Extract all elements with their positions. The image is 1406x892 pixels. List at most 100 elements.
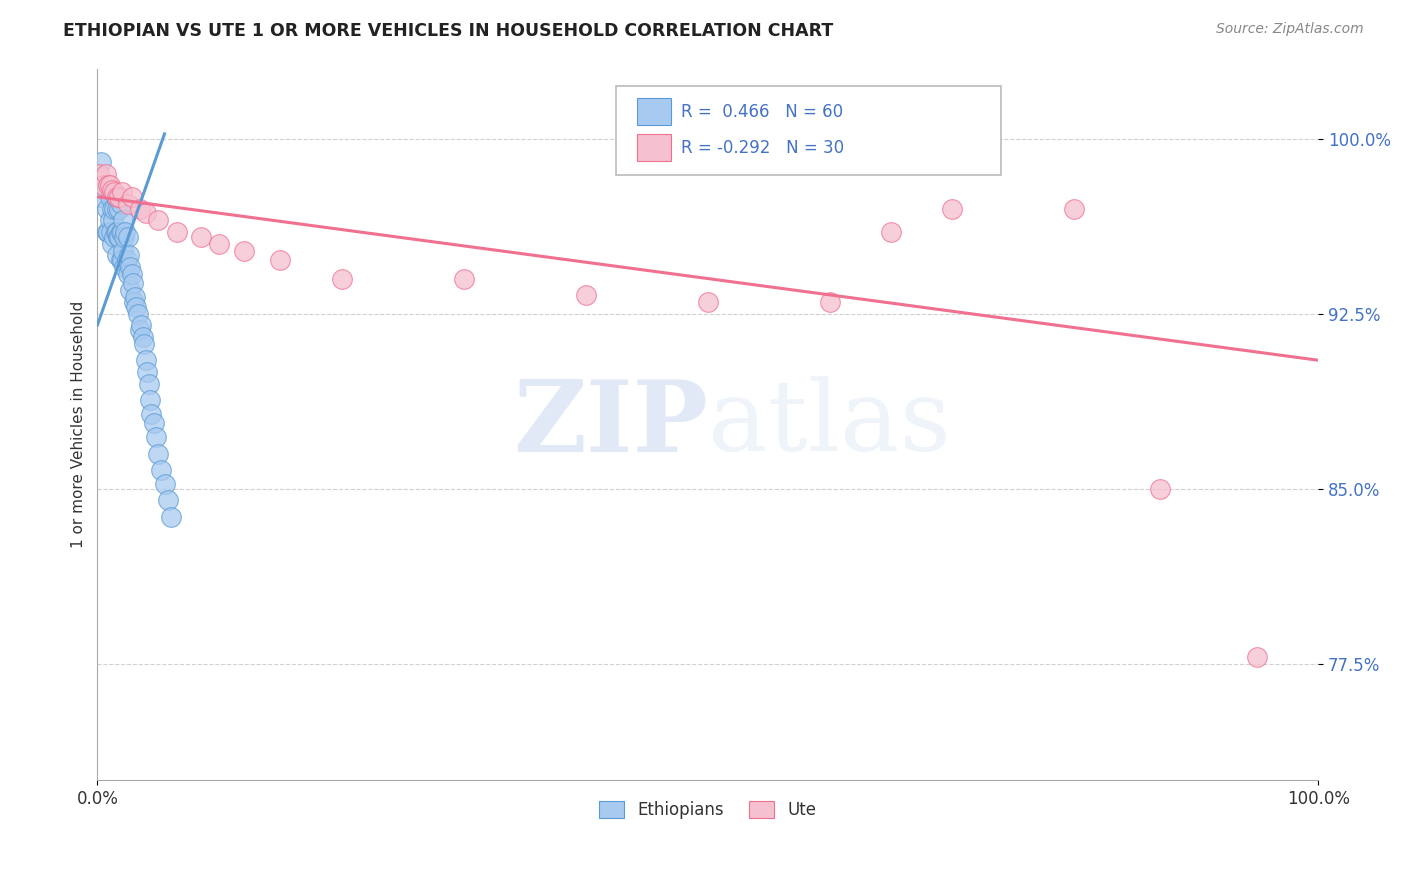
Point <box>122 294 145 309</box>
Point <box>111 252 134 267</box>
Point <box>96 202 118 216</box>
Point <box>1149 482 1171 496</box>
Point <box>98 178 121 193</box>
Point <box>153 477 176 491</box>
Point <box>131 318 153 333</box>
Point <box>111 225 134 239</box>
Point <box>115 252 138 267</box>
Point <box>97 178 120 193</box>
Point <box>100 225 122 239</box>
Point <box>208 236 231 251</box>
Point <box>114 225 136 239</box>
Point <box>101 183 124 197</box>
Text: ETHIOPIAN VS UTE 1 OR MORE VEHICLES IN HOUSEHOLD CORRELATION CHART: ETHIOPIAN VS UTE 1 OR MORE VEHICLES IN H… <box>63 22 834 40</box>
Point <box>103 202 125 216</box>
Point <box>97 225 120 239</box>
Text: Source: ZipAtlas.com: Source: ZipAtlas.com <box>1216 22 1364 37</box>
Point <box>124 290 146 304</box>
Legend: Ethiopians, Ute: Ethiopians, Ute <box>592 794 823 825</box>
Point <box>111 213 134 227</box>
Point <box>880 225 903 239</box>
Point <box>1063 202 1085 216</box>
Point <box>117 197 139 211</box>
Point <box>696 294 718 309</box>
Point <box>108 229 131 244</box>
Point <box>96 225 118 239</box>
Point <box>118 248 141 262</box>
Point <box>87 167 110 181</box>
Y-axis label: 1 or more Vehicles in Household: 1 or more Vehicles in Household <box>72 301 86 548</box>
Point <box>157 493 180 508</box>
Point <box>142 416 165 430</box>
Point <box>117 267 139 281</box>
Point <box>330 271 353 285</box>
Point <box>131 330 153 344</box>
Point <box>93 178 115 193</box>
Point <box>103 213 125 227</box>
Point <box>101 236 124 251</box>
Point <box>121 190 143 204</box>
Point <box>98 190 121 204</box>
Point <box>127 307 149 321</box>
Point <box>107 190 129 204</box>
FancyBboxPatch shape <box>637 98 671 126</box>
Point <box>136 365 159 379</box>
Point <box>111 244 134 258</box>
Point <box>87 190 110 204</box>
Point <box>120 283 142 297</box>
Point <box>125 300 148 314</box>
Text: R = -0.292   N = 30: R = -0.292 N = 30 <box>681 138 844 156</box>
Point <box>138 376 160 391</box>
Point <box>818 294 841 309</box>
Point <box>112 229 135 244</box>
Point <box>110 225 132 239</box>
Point <box>1246 649 1268 664</box>
Point <box>139 407 162 421</box>
Point <box>108 190 131 204</box>
Point <box>105 225 128 239</box>
Point <box>148 213 170 227</box>
Point <box>104 190 127 204</box>
Point <box>121 277 143 291</box>
Point <box>120 260 142 274</box>
Point <box>110 197 132 211</box>
Point <box>121 267 143 281</box>
Text: R =  0.466   N = 60: R = 0.466 N = 60 <box>681 103 844 121</box>
Point <box>117 229 139 244</box>
Point <box>941 202 963 216</box>
Point <box>135 353 157 368</box>
Point <box>112 260 135 274</box>
Point <box>149 463 172 477</box>
Point <box>159 509 181 524</box>
Point <box>129 202 152 216</box>
FancyBboxPatch shape <box>616 87 1001 176</box>
Text: ZIP: ZIP <box>513 376 707 473</box>
Point <box>269 252 291 267</box>
Point <box>105 248 128 262</box>
Point <box>453 271 475 285</box>
Point <box>135 206 157 220</box>
Point <box>575 288 598 302</box>
Point <box>103 185 125 199</box>
Point <box>104 225 127 239</box>
Point <box>232 244 254 258</box>
Point <box>148 446 170 460</box>
Point <box>90 154 112 169</box>
Point <box>129 323 152 337</box>
Text: atlas: atlas <box>707 376 950 472</box>
Point <box>94 167 117 181</box>
Point <box>105 190 128 204</box>
Point <box>101 202 124 216</box>
Point <box>166 225 188 239</box>
Point <box>139 392 162 407</box>
Point <box>111 185 134 199</box>
Point <box>132 337 155 351</box>
Point <box>105 202 128 216</box>
Point <box>145 430 167 444</box>
Point <box>107 229 129 244</box>
Point <box>98 213 121 227</box>
FancyBboxPatch shape <box>637 134 671 161</box>
Point <box>108 202 131 216</box>
Point <box>190 229 212 244</box>
Point <box>110 252 132 267</box>
